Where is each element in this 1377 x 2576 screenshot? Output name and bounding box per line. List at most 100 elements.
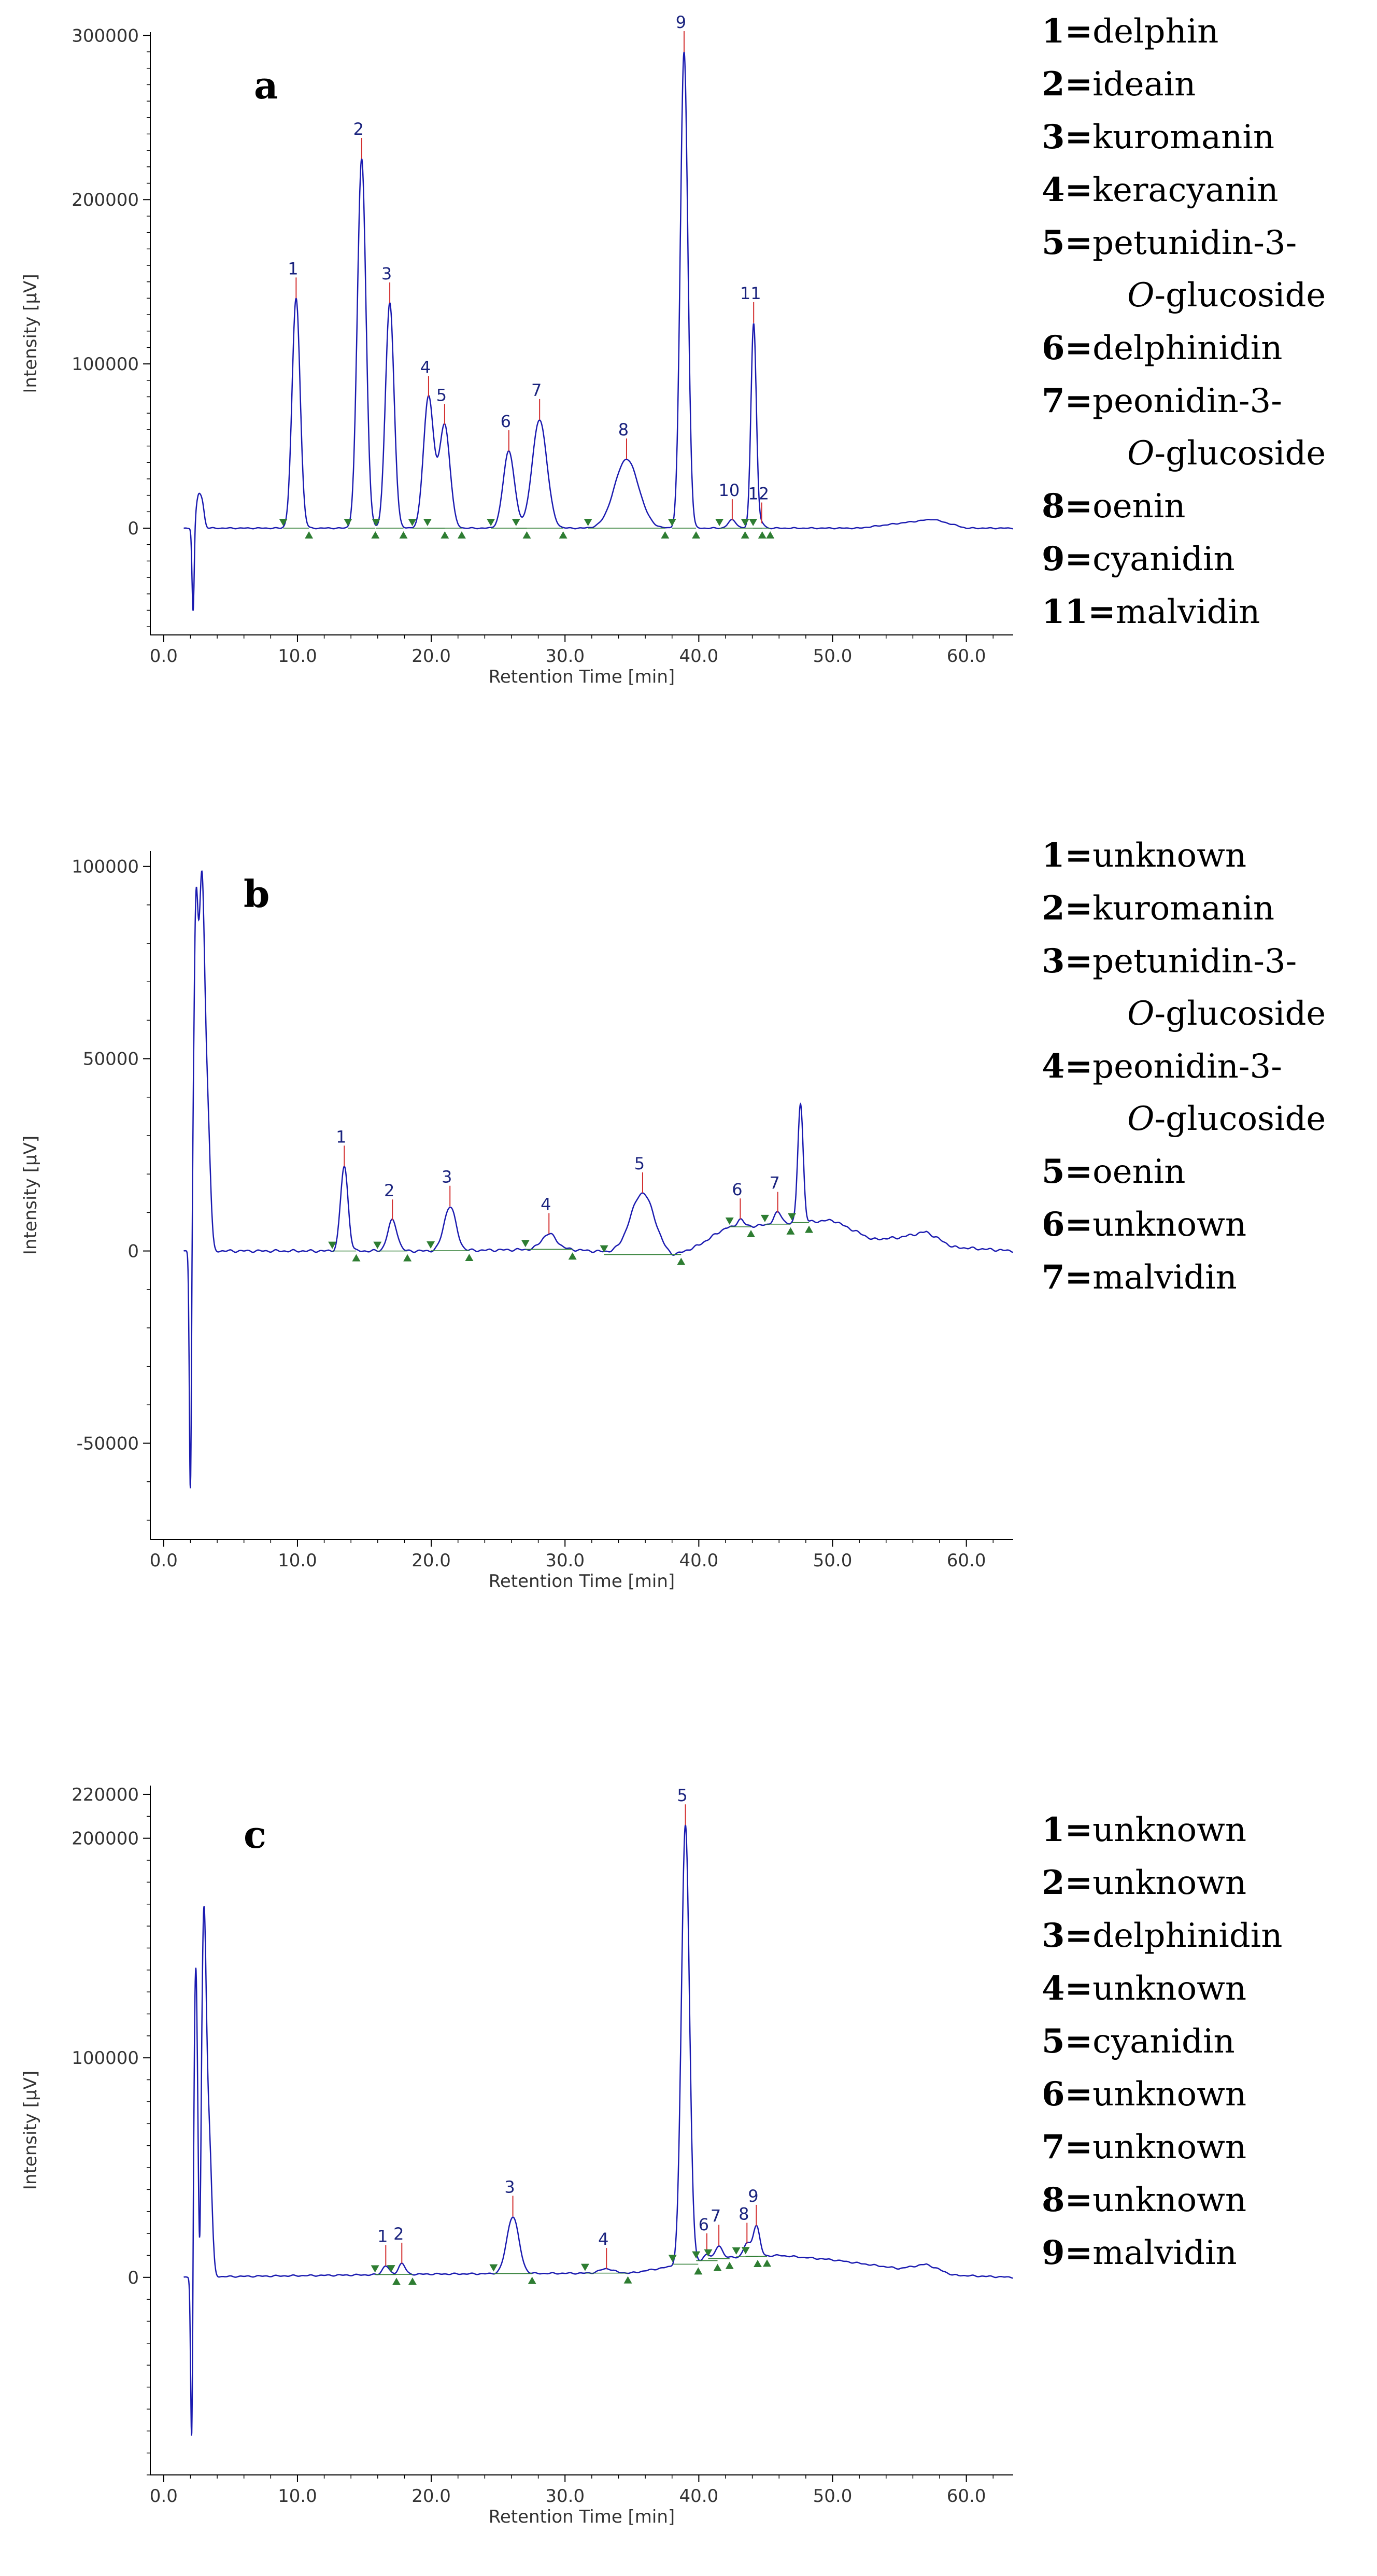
chromatogram-trace <box>183 870 1013 1489</box>
peak-start-marker <box>749 519 758 527</box>
legend-name: ideain <box>1092 65 1196 104</box>
y-axis-title: Intensity [µV] <box>20 2071 41 2190</box>
legend-item: 5=cyanidin <box>1042 2015 1282 2068</box>
legend-item: 6=delphinidin <box>1042 322 1326 375</box>
peak-label: 5 <box>634 1154 645 1173</box>
peak-start-marker <box>373 1241 382 1249</box>
peak-label: 7 <box>531 380 542 400</box>
x-tick-label: 30.0 <box>545 646 585 667</box>
peak-label: 3 <box>442 1167 452 1187</box>
legend-item: 7=peonidin-3- <box>1042 375 1326 428</box>
peak-label: 3 <box>381 264 392 284</box>
chromatogram-panel-a: 0 100000 200000 300000 0.0 10.0 20.0 30.0 40.0 50… <box>0 0 1377 788</box>
legend-name: delphin <box>1092 12 1219 51</box>
peak-start-marker <box>371 2265 379 2273</box>
chromatogram-trace <box>183 1822 1013 2436</box>
y-tick-label: 0 <box>127 2268 139 2288</box>
legend-item: 7=malvidin <box>1042 1251 1326 1304</box>
x-tick-label: 60.0 <box>947 1550 986 1571</box>
peak-label: 4 <box>420 358 431 377</box>
legend-number: 5= <box>1042 2022 1093 2061</box>
x-tick-label: 30.0 <box>545 1550 585 1571</box>
legend-name: peonidin-3- <box>1092 382 1282 420</box>
peak-start-marker <box>580 2263 589 2271</box>
legend-name: oenin <box>1092 1153 1186 1191</box>
legend-number: 6= <box>1042 1205 1093 1244</box>
peak-label: 11 <box>740 284 761 303</box>
legend-item-continuation: O-glucoside <box>1127 1100 1326 1138</box>
legend-item: 8=unknown <box>1042 2174 1282 2227</box>
peak-label: 2 <box>384 1181 394 1200</box>
peak-label: 4 <box>541 1195 551 1214</box>
legend-item: 8=oenin <box>1042 480 1326 533</box>
legend-item-continuation: O-glucoside <box>1127 434 1326 473</box>
legend-name: cyanidin <box>1092 540 1235 578</box>
legend-name: unknown <box>1092 1864 1247 1902</box>
y-tick-label: 100000 <box>72 354 139 375</box>
legend-number: 1= <box>1042 1810 1093 1849</box>
peak-label: 5 <box>677 1786 687 1805</box>
peak-label: 10 <box>719 480 740 500</box>
x-tick-label: 20.0 <box>411 1550 451 1571</box>
legend-number: 9= <box>1042 540 1093 578</box>
peak-end-marker <box>408 2277 417 2285</box>
legend-number: 3= <box>1042 118 1093 157</box>
legend-number: 5= <box>1042 1152 1093 1191</box>
y-tick-label: 50000 <box>83 1049 139 1070</box>
legend-number: 4= <box>1042 171 1093 209</box>
legend-number: 1= <box>1042 836 1093 875</box>
peak-start-marker <box>741 2247 750 2255</box>
peak-label: 9 <box>676 12 686 32</box>
peak-label: 1 <box>336 1127 346 1147</box>
peak-label: 8 <box>618 420 629 440</box>
legend-item: 9=malvidin <box>1042 2227 1282 2280</box>
legend-item: 2=unknown <box>1042 1857 1282 1909</box>
x-axis-title: Retention Time [min] <box>489 2507 675 2527</box>
peak-end-marker <box>694 2267 703 2275</box>
y-tick-label: 220000 <box>72 1785 139 1805</box>
peak-start-marker <box>600 1245 608 1253</box>
legend-item-continuation: O-glucoside <box>1127 276 1326 315</box>
peak-start-marker <box>584 519 592 527</box>
legend-name: delphinidin <box>1092 1917 1283 1955</box>
peak-end-marker <box>457 531 466 539</box>
legend-item: 6=unknown <box>1042 1198 1326 1251</box>
peak-end-marker <box>786 1227 795 1235</box>
legend-number: 7= <box>1042 381 1093 420</box>
legend-item: 3=petunidin-3- <box>1042 935 1326 988</box>
peak-end-marker <box>661 531 670 539</box>
legend-item-continuation: O-glucoside <box>1127 995 1326 1033</box>
peak-start-marker <box>725 1218 734 1225</box>
legend-name: unknown <box>1092 1206 1247 1244</box>
peak-start-marker <box>741 519 749 527</box>
peak-end-marker <box>753 2259 762 2267</box>
y-tick-label: 200000 <box>72 1829 139 1849</box>
peak-end-marker <box>805 1225 814 1233</box>
panel-letter: a <box>254 63 278 107</box>
legend-item: 3=delphinidin <box>1042 1909 1282 1962</box>
legend-number: 1= <box>1042 12 1093 51</box>
x-tick-label: 40.0 <box>679 2486 719 2507</box>
peak-end-marker <box>568 1252 577 1260</box>
peak-end-marker <box>747 1230 756 1238</box>
legend-name: malvidin <box>1092 2234 1237 2272</box>
peak-end-marker <box>528 2276 536 2284</box>
peak-label: 6 <box>501 412 511 431</box>
peak-start-marker <box>521 1240 530 1248</box>
legend-item: 1=unknown <box>1042 1804 1282 1857</box>
x-axis-title: Retention Time [min] <box>489 667 675 687</box>
legend-name: unknown <box>1092 1970 1247 2008</box>
panel-letter: b <box>244 872 269 916</box>
x-tick-label: 60.0 <box>947 646 986 667</box>
peak-start-marker <box>344 519 352 527</box>
legend-number: 6= <box>1042 329 1093 367</box>
legend-a: 1=delphin 2=ideain 3=kuromanin 4=keracyanin… <box>1042 5 1326 639</box>
peak-end-marker <box>725 2261 734 2269</box>
x-tick-label: 0.0 <box>150 1550 178 1571</box>
peak-end-marker <box>559 531 567 539</box>
legend-number: 3= <box>1042 1916 1093 1955</box>
peak-label: 3 <box>504 2177 515 2197</box>
peak-end-marker <box>692 531 701 539</box>
peak-start-marker <box>704 2249 713 2257</box>
legend-name: keracyanin <box>1092 171 1279 209</box>
